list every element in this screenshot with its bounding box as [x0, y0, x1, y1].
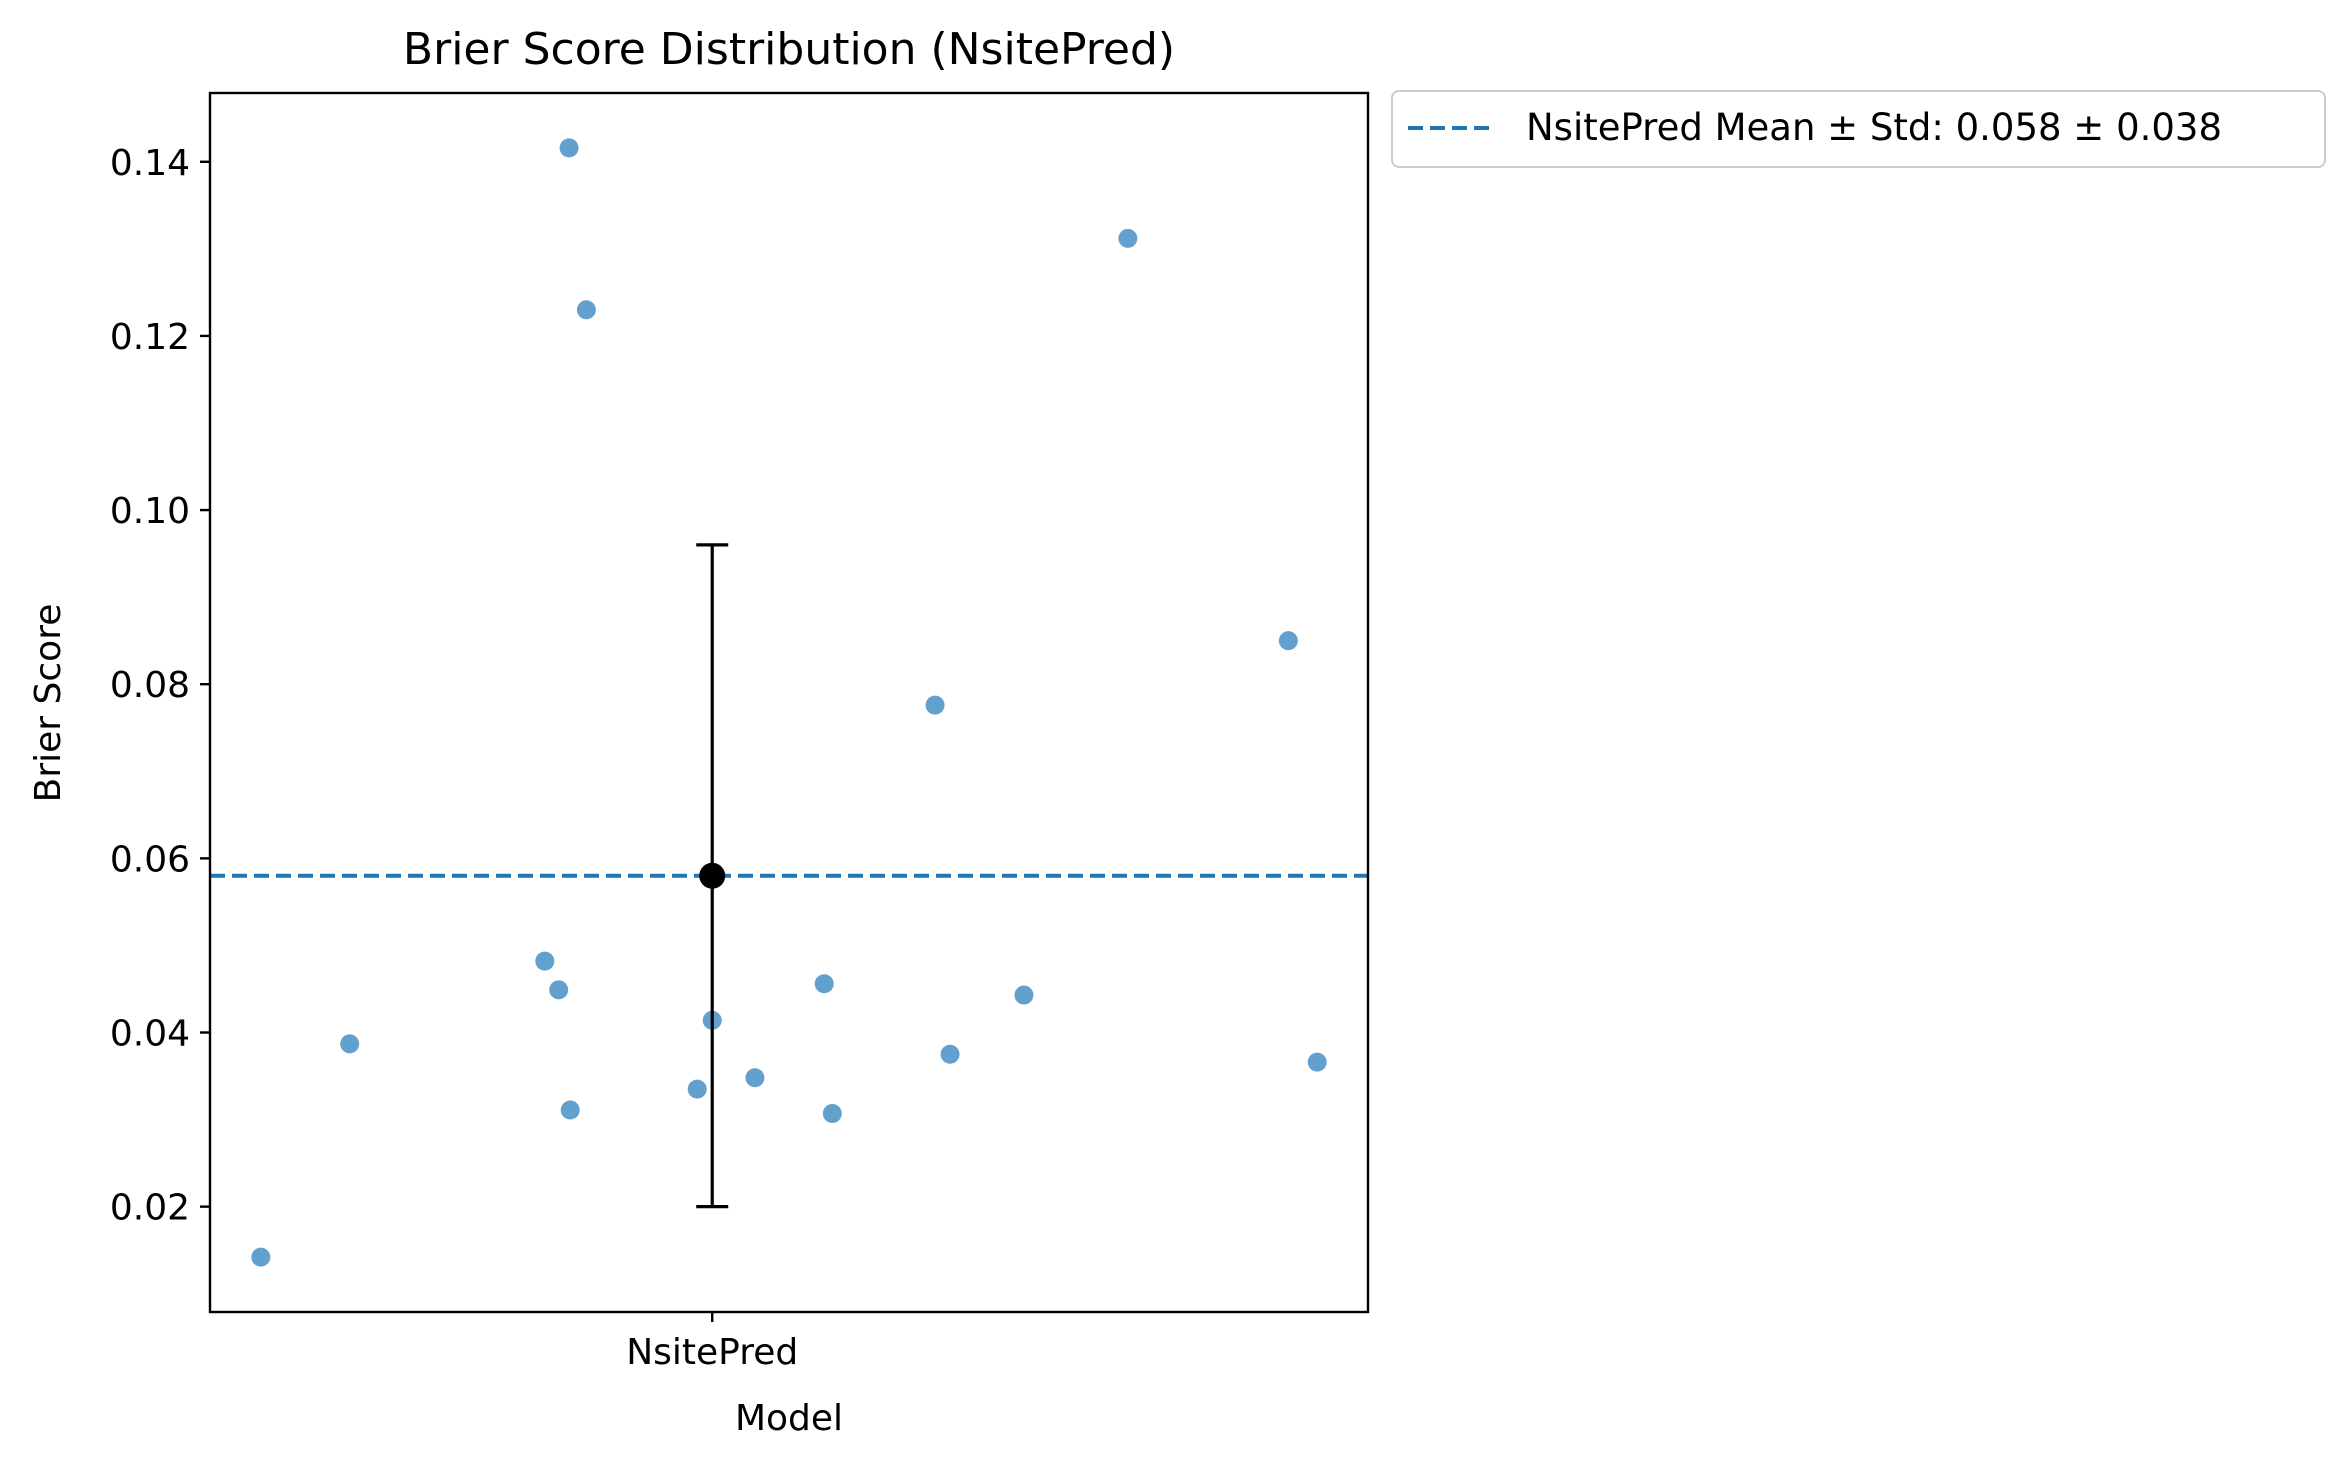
y-tick-label: 0.08 — [110, 665, 190, 706]
data-point — [560, 1100, 580, 1120]
x-tick-label: NsitePred — [626, 1332, 798, 1373]
data-point — [549, 980, 569, 1000]
data-point — [559, 138, 579, 158]
y-tick-label: 0.10 — [110, 491, 190, 532]
legend-mean-label: NsitePred Mean ± Std: 0.058 ± 0.038 — [1526, 106, 2222, 149]
data-point — [940, 1044, 960, 1064]
data-point — [745, 1068, 765, 1088]
x-axis-label: Model — [735, 1398, 843, 1439]
x-axis: NsitePred — [626, 1312, 798, 1373]
chart-title: Brier Score Distribution (NsitePred) — [403, 24, 1175, 75]
data-point — [576, 300, 596, 320]
y-axis-label: Brier Score — [28, 604, 69, 803]
data-point — [1307, 1052, 1327, 1072]
data-point — [822, 1103, 842, 1123]
y-tick-label: 0.06 — [110, 839, 190, 880]
y-tick-label: 0.04 — [110, 1014, 190, 1055]
y-tick-label: 0.14 — [110, 143, 190, 184]
mean-marker — [699, 862, 726, 889]
data-point — [814, 974, 834, 994]
data-point — [535, 951, 555, 971]
legend: NsitePred Mean ± Std: 0.058 ± 0.038 — [1391, 90, 2326, 168]
data-point — [340, 1034, 360, 1054]
legend-box — [1391, 90, 2326, 168]
y-tick-label: 0.02 — [110, 1188, 190, 1229]
y-tick-label: 0.12 — [110, 317, 190, 358]
data-point — [1014, 985, 1034, 1005]
data-point — [1278, 631, 1298, 651]
data-point — [1118, 228, 1138, 248]
data-point — [925, 695, 945, 715]
data-point — [687, 1079, 707, 1099]
plot-area — [210, 138, 1368, 1267]
plot-frame — [208, 91, 1370, 1314]
data-point — [251, 1247, 271, 1267]
y-axis: 0.02 0.04 0.06 0.08 0.10 0.12 0.14 — [110, 143, 210, 1229]
